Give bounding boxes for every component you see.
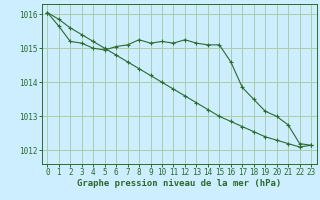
X-axis label: Graphe pression niveau de la mer (hPa): Graphe pression niveau de la mer (hPa) (77, 179, 281, 188)
